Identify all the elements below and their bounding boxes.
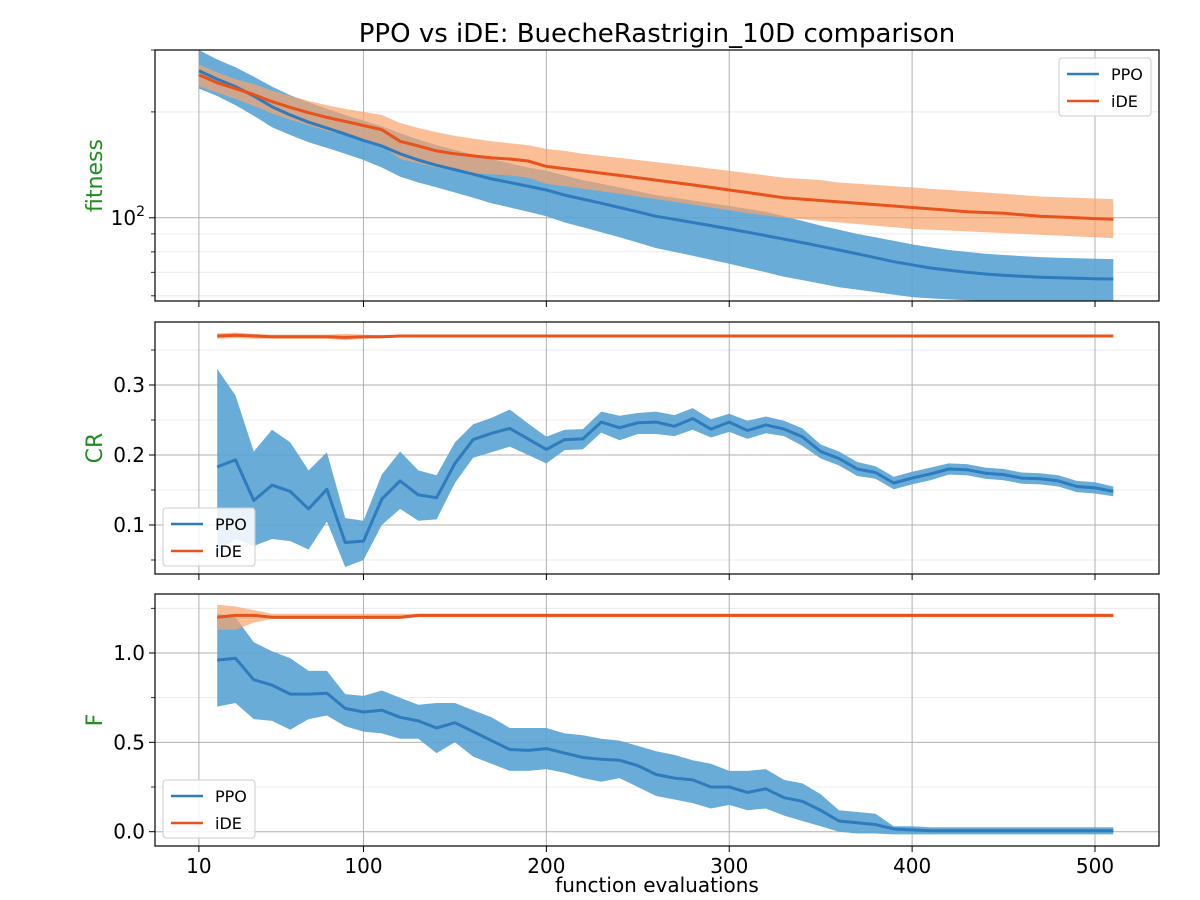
fitness-plot-area (198, 50, 1114, 301)
f-y-tick-label: 0.5 (113, 730, 145, 754)
x-tick-label: 400 (893, 854, 931, 878)
cr-legend: PPO iDE (162, 507, 256, 567)
f-y-tick-label: 1.0 (113, 641, 145, 665)
f-legend-ppo-label: PPO (215, 787, 247, 806)
x-tick-label: 200 (527, 854, 565, 878)
f-axes-frame (154, 593, 1160, 847)
f-plot-area (217, 604, 1114, 835)
cr-legend-ppo-label: PPO (215, 515, 247, 534)
cr-ide-line (217, 333, 1114, 339)
x-tick-label: 500 (1076, 854, 1114, 878)
f-ide-line (217, 613, 1114, 619)
cr-legend-ide-label: iDE (215, 542, 242, 561)
f-panel: 0.0 0.5 1.0 10 100 200 300 400 500 F PPO iDE (83, 593, 1160, 878)
cr-panel: 0.1 0.2 0.3 CR PPO iDE (83, 321, 1160, 580)
f-legend: PPO iDE (162, 779, 256, 839)
cr-y-axis-label: CR (83, 433, 108, 464)
cr-ppo-line (216, 417, 1114, 544)
f-ppo-line (217, 656, 1114, 833)
fitness-y-tick-label: 102 (111, 204, 145, 230)
f-y-tick-label: 0.0 (113, 820, 145, 844)
fitness-ide-band (198, 64, 1114, 239)
fitness-legend-ide-label: iDE (1111, 92, 1138, 111)
cr-axes-frame (154, 321, 1160, 575)
x-tick-label: 100 (344, 854, 382, 878)
x-tick-label: 10 (186, 854, 211, 878)
figure-title: PPO vs iDE: BuecheRastrigin_10D comparis… (359, 19, 956, 49)
f-ide-band (217, 604, 1114, 630)
cr-y-tick-label: 0.3 (113, 373, 145, 397)
x-axis-label: function evaluations (555, 873, 759, 897)
cr-y-tick-label: 0.2 (113, 443, 145, 467)
fitness-ide-line (198, 73, 1114, 221)
f-y-axis-label: F (83, 714, 108, 727)
cr-y-tick-label: 0.1 (113, 513, 145, 537)
fitness-legend-ppo-label: PPO (1111, 65, 1143, 84)
f-ppo-band (217, 613, 1114, 835)
x-tick-label: 300 (710, 854, 748, 878)
f-legend-ide-label: iDE (215, 814, 242, 833)
cr-plot-area (216, 332, 1114, 567)
fitness-ppo-line (198, 69, 1114, 281)
fitness-legend: PPO iDE (1058, 57, 1152, 117)
fitness-y-axis-label: fitness (83, 139, 108, 212)
fitness-axes-frame (154, 49, 1160, 302)
cr-ppo-band (217, 368, 1114, 567)
